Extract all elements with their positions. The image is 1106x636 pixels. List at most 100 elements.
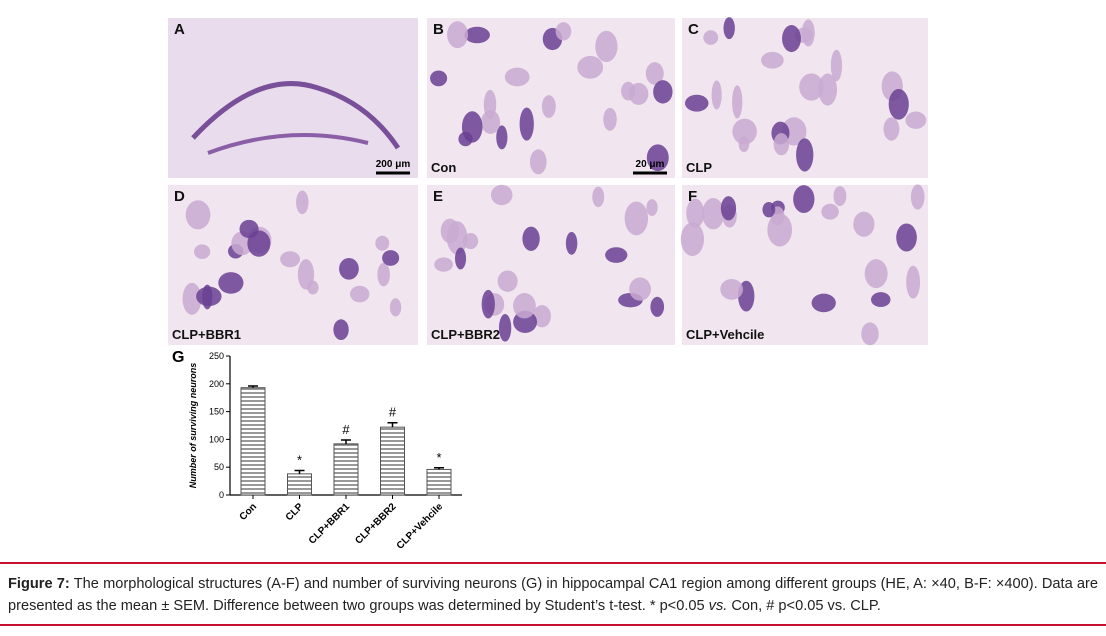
micrograph (168, 18, 418, 178)
y-tick-label: 100 (209, 434, 224, 444)
cell (519, 107, 534, 141)
cell (218, 272, 244, 294)
cell (773, 133, 790, 156)
x-tick-label: CLP+BBR2 (353, 501, 399, 547)
error-bar (387, 421, 398, 428)
cell (793, 185, 815, 214)
cell (447, 21, 469, 49)
panel-letter: F (688, 188, 697, 205)
error-bar (248, 385, 258, 388)
cell (280, 251, 301, 268)
cell (732, 85, 743, 119)
cell (686, 198, 705, 228)
cell (529, 149, 547, 175)
cell (481, 110, 501, 134)
cell (496, 125, 508, 150)
tissue-band (191, 81, 401, 150)
cell (621, 81, 636, 101)
cell (888, 89, 909, 120)
cell (762, 201, 776, 218)
cell (896, 223, 917, 252)
cell (382, 250, 400, 266)
cell (796, 138, 814, 172)
cell (504, 67, 530, 87)
chart-letter: G (172, 349, 184, 366)
cell (871, 292, 891, 308)
bar (287, 473, 312, 496)
scale-label: 200 μm (376, 159, 411, 170)
cell (541, 95, 556, 118)
cell (711, 80, 722, 110)
cell (861, 322, 879, 346)
caption: Figure 7: The morphological structures (… (8, 573, 1098, 617)
group-label: CLP (686, 160, 712, 175)
cell (375, 235, 390, 251)
cell (650, 296, 665, 317)
cell (723, 17, 735, 40)
cell (350, 285, 370, 303)
cell (182, 282, 202, 315)
caption-text-end: Con, # p<0.05 vs. CLP. (727, 598, 881, 614)
cell (799, 73, 824, 101)
cell (185, 200, 211, 230)
cell (389, 298, 402, 317)
panel-letter: D (174, 188, 185, 205)
cell (680, 222, 705, 257)
error-bar (294, 469, 305, 474)
significance-mark: * (436, 450, 441, 465)
x-tick-label: CLP (284, 501, 306, 523)
y-tick-label: 50 (214, 462, 224, 472)
group-label: CLP+Vehcile (686, 327, 764, 342)
cell (522, 226, 540, 251)
cell (307, 280, 319, 295)
x-tick-label: Con (238, 501, 260, 523)
cell (481, 289, 495, 319)
cell (811, 293, 836, 313)
cell (577, 55, 604, 79)
cell (629, 277, 652, 301)
cell (605, 247, 628, 263)
cell (720, 196, 737, 221)
cell (434, 257, 453, 272)
cell (702, 198, 725, 230)
error-bar (341, 439, 351, 444)
cell (646, 144, 669, 172)
cell (782, 25, 801, 53)
caption-label: Figure 7: (8, 576, 70, 592)
y-tick-label: 200 (209, 379, 224, 389)
cell (818, 73, 838, 106)
cell (833, 186, 847, 207)
caption-italic: vs. (708, 598, 728, 614)
x-tick-label: CLP+BBR1 (307, 501, 353, 547)
cell (490, 184, 513, 206)
cell (565, 231, 578, 255)
cell (883, 117, 900, 141)
cell (462, 233, 479, 250)
rule (0, 624, 1106, 626)
cell (864, 259, 888, 289)
cell (339, 257, 359, 280)
cell (853, 211, 875, 237)
x-tick-label: CLP+Vehcile (395, 501, 446, 552)
cell (483, 89, 497, 120)
significance-mark: # (342, 422, 350, 437)
cell (592, 186, 605, 208)
cell (830, 49, 843, 82)
cell (513, 292, 536, 319)
group-label: Con (431, 160, 456, 175)
cell (296, 190, 309, 215)
cell (720, 278, 744, 300)
cell (685, 94, 709, 112)
tissue-band (207, 133, 369, 155)
cell (624, 201, 649, 236)
cell (906, 265, 921, 299)
cell (555, 22, 572, 41)
rule (0, 562, 1106, 564)
cell (905, 111, 927, 129)
cell (430, 70, 448, 87)
panel-letter: A (174, 21, 185, 38)
bar (380, 426, 405, 496)
cell (821, 203, 839, 220)
cell (653, 80, 673, 104)
